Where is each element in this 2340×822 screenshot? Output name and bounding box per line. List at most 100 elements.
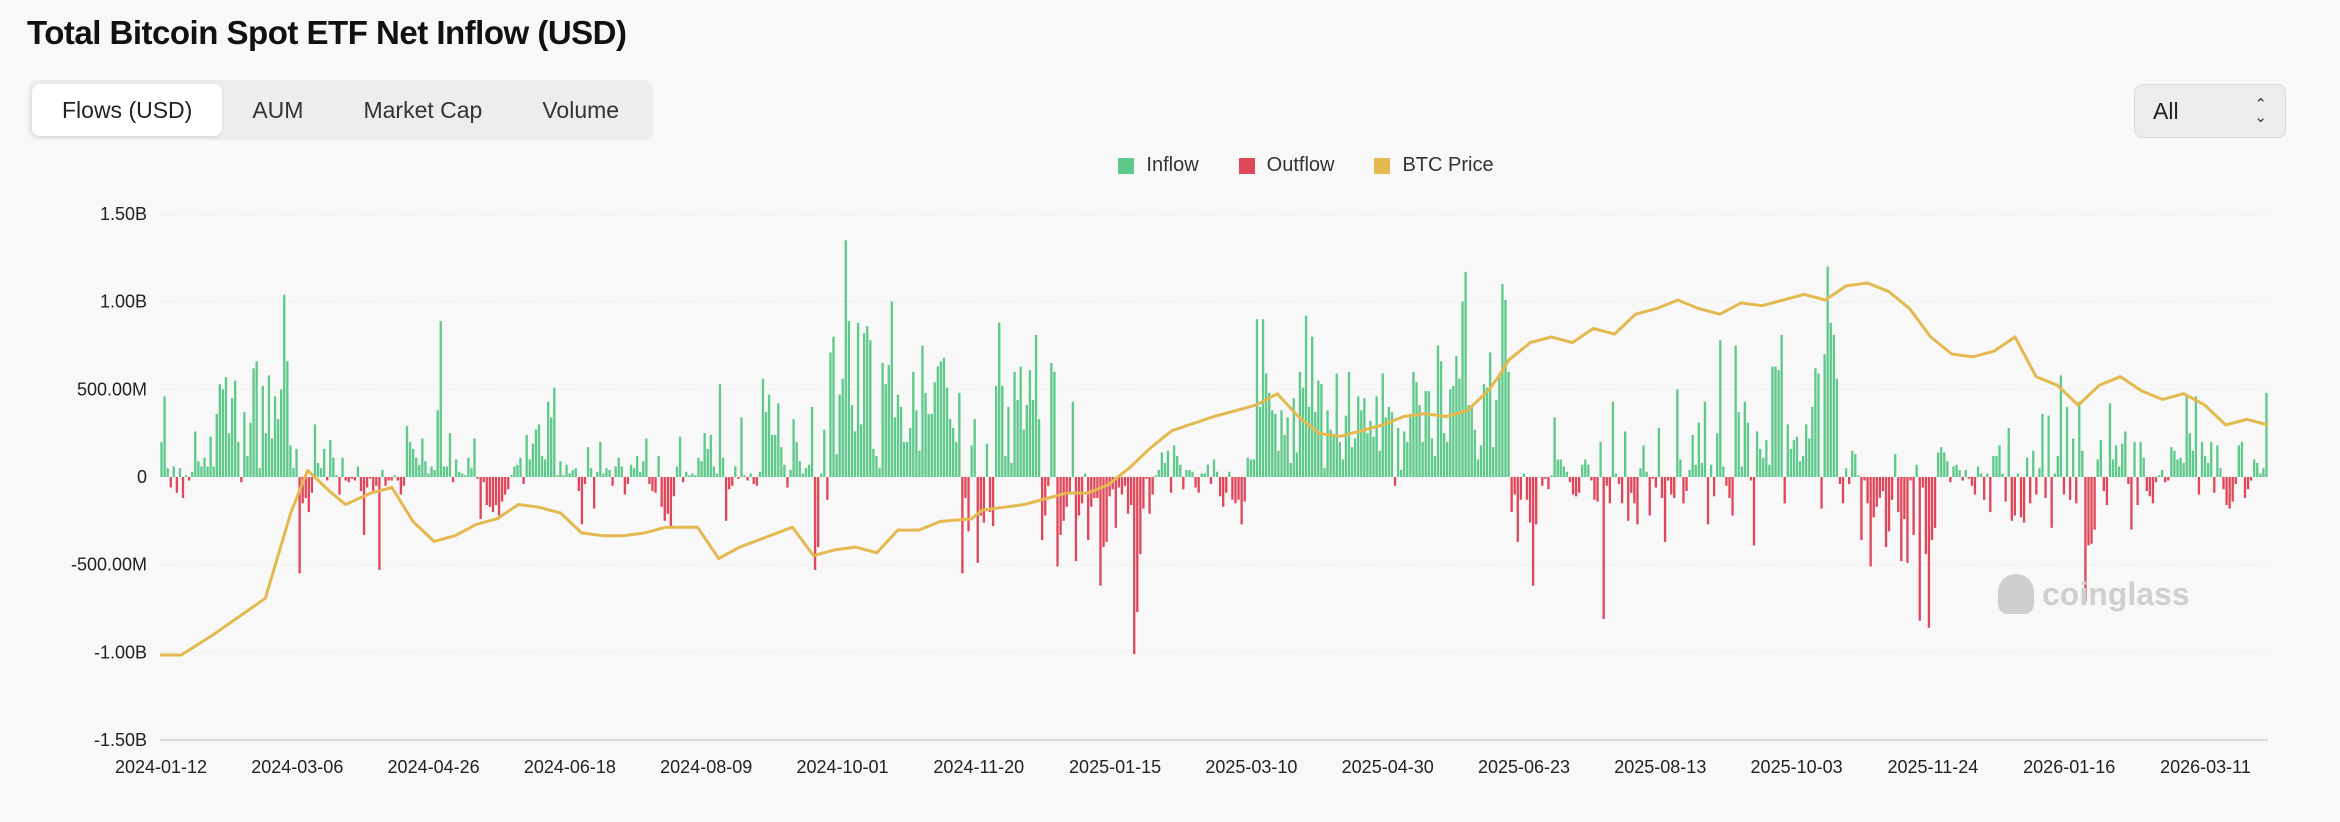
inflow-bar — [209, 436, 212, 477]
outflow-bar — [1240, 477, 1243, 525]
inflow-bar — [1700, 462, 1704, 477]
inflow-bar — [322, 448, 326, 477]
inflow-bar — [454, 459, 458, 477]
inflow-bar — [1323, 468, 1326, 477]
outflow-bar — [737, 477, 740, 479]
outflow-bar — [384, 477, 387, 486]
outflow-bar — [982, 477, 986, 523]
inflow-bar — [553, 387, 556, 477]
inflow-bar — [1565, 471, 1569, 477]
tab-market-cap[interactable]: Market Cap — [363, 97, 483, 123]
legend-item-btc-price[interactable]: BTC Price — [1374, 154, 1494, 177]
inflow-bar — [218, 384, 221, 477]
inflow-bar — [1436, 345, 1440, 477]
outflow-bar — [1654, 477, 1658, 488]
inflow-bar — [1679, 459, 1682, 477]
inflow-bar — [1584, 459, 1587, 477]
outflow-bar — [755, 477, 758, 486]
outflow-bar — [1921, 477, 1924, 488]
inflow-bar — [1427, 391, 1430, 477]
outflow-bar — [1516, 477, 1519, 542]
outflow-bar — [1593, 477, 1596, 500]
outflow-bar — [1670, 477, 1673, 495]
x-tick-label: 2024-03-06 — [251, 757, 343, 777]
inflow-bar — [2191, 450, 2194, 477]
outflow-bar — [2228, 477, 2231, 509]
outflow-bar — [1074, 477, 1078, 562]
outflow-bar — [623, 477, 627, 495]
outflow-bar — [2231, 477, 2234, 502]
x-tick-label: 2025-01-15 — [1069, 757, 1161, 777]
tab-flows[interactable]: Flows (USD) — [32, 84, 223, 136]
inflow-bar — [973, 419, 976, 477]
inflow-bar — [909, 427, 912, 477]
inflow-bar — [994, 385, 998, 477]
inflow-bar — [1430, 438, 1434, 477]
outflow-bar — [1225, 477, 1228, 493]
inflow-bar — [1943, 452, 1946, 477]
inflow-bar — [436, 410, 439, 477]
x-tick-label: 2024-10-01 — [796, 757, 888, 777]
outflow-bar — [1666, 477, 1670, 481]
legend-item-outflow[interactable]: Outflow — [1238, 154, 1334, 177]
inflow-bar — [1719, 340, 1722, 477]
tab-volume[interactable]: Volume — [542, 97, 620, 123]
up-down-chevron-icon: ⌃ ⌄ — [2254, 96, 2267, 126]
metric-tabs: Flows (USD) AUM Market Cap Volume — [28, 80, 654, 140]
inflow-bar — [255, 361, 258, 477]
outflow-bar — [2127, 477, 2130, 485]
inflow-bar — [249, 422, 252, 477]
outflow-bar — [1933, 477, 1937, 528]
inflow-bar — [2001, 473, 2004, 477]
outflow-bar — [1577, 477, 1581, 493]
inflow-bar — [2176, 459, 2179, 477]
inflow-bar — [780, 447, 783, 477]
outflow-bar — [1129, 477, 1133, 506]
outflow-bar — [1906, 477, 1909, 563]
outflow-bar — [310, 477, 314, 493]
inflow-bar — [565, 464, 568, 477]
tab-aum[interactable]: AUM — [252, 97, 304, 123]
outflow-swatch — [1238, 157, 1255, 174]
inflow-bar — [381, 469, 384, 477]
inflow-bar — [1703, 401, 1707, 477]
page-title: Total Bitcoin Spot ETF Net Inflow (USD) — [27, 14, 627, 51]
outflow-bar — [1231, 477, 1234, 500]
inflow-bar — [1550, 475, 1553, 477]
inflow-bar — [924, 392, 927, 477]
inflow-bar — [2216, 445, 2219, 477]
inflow-bar — [1958, 469, 1961, 477]
inflow-bar — [1295, 452, 1299, 477]
outflow-bar — [1218, 477, 1222, 497]
outflow-bar — [1866, 477, 1869, 504]
inflow-bar — [2170, 447, 2173, 477]
outflow-bar — [666, 477, 669, 514]
inflow-bar — [706, 448, 709, 477]
outflow-bar — [1725, 477, 1728, 486]
outflow-bar — [1912, 477, 1915, 535]
outflow-bar — [2154, 477, 2158, 483]
inflow-bar — [2185, 394, 2188, 477]
outflow-bar — [1875, 477, 1878, 507]
inflow-bar — [1694, 464, 1697, 477]
outflow-bar — [786, 477, 789, 488]
inflow-bar — [1522, 473, 1526, 477]
inflow-bar — [1412, 371, 1415, 477]
legend-item-inflow[interactable]: Inflow — [1118, 154, 1199, 177]
inflow-bar — [596, 471, 599, 477]
inflow-bar — [224, 377, 228, 477]
inflow-bar — [430, 466, 433, 477]
outflow-bar — [488, 477, 492, 507]
inflow-bar — [1495, 399, 1498, 477]
outflow-bar — [1728, 477, 1731, 499]
inflow-bar — [1439, 361, 1443, 477]
inflow-bar — [1446, 441, 1449, 477]
outflow-bar — [1145, 477, 1148, 479]
inflow-bar — [1587, 464, 1590, 477]
inflow-bar — [1482, 384, 1486, 477]
inflow-bar — [2065, 406, 2069, 477]
time-range-select[interactable]: All ⌃ ⌄ — [2134, 84, 2286, 138]
inflow-bar — [1335, 373, 1338, 477]
outflow-bar — [1513, 477, 1516, 495]
inflow-bar — [2194, 396, 2198, 477]
